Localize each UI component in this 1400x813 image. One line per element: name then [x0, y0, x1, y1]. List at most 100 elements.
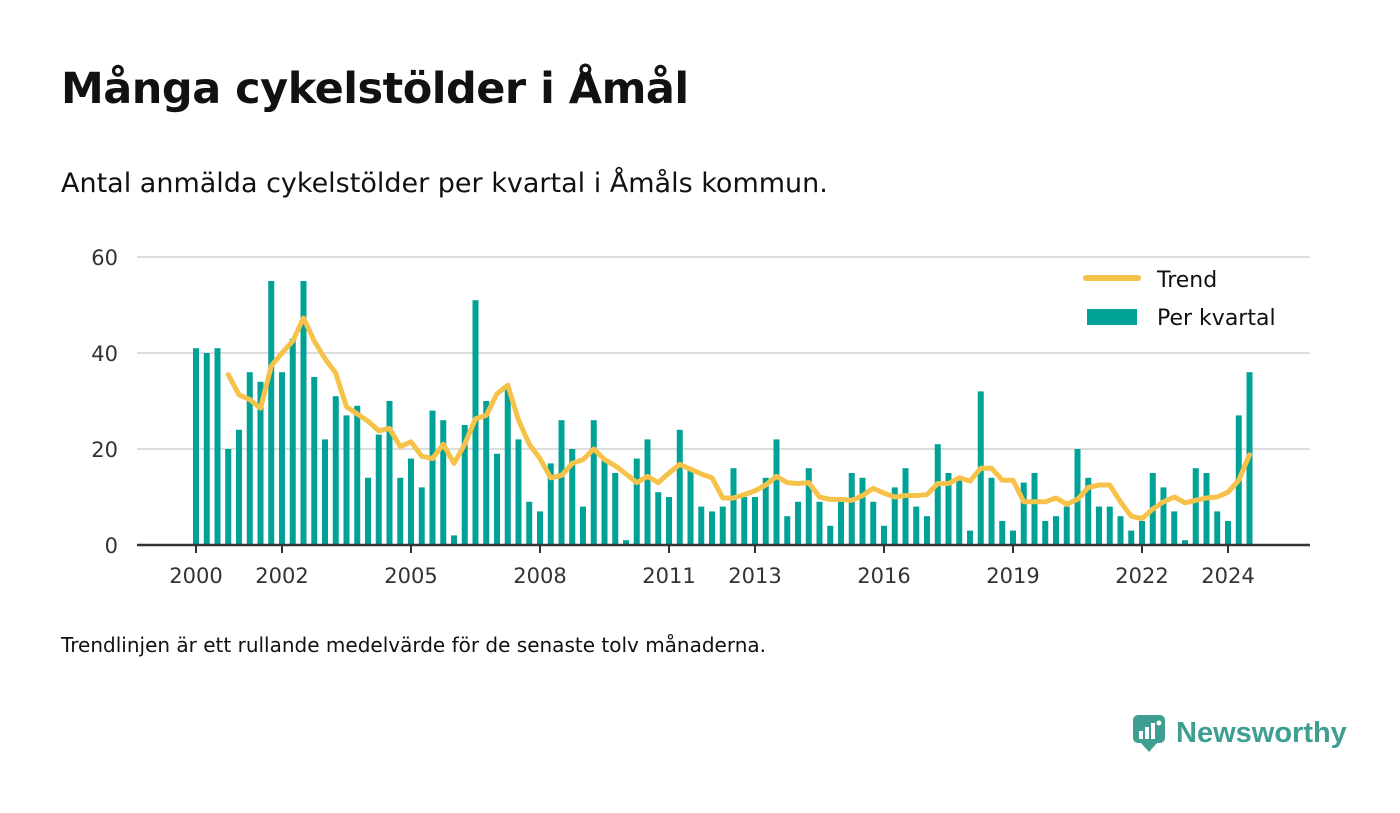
bar-57	[805, 468, 812, 545]
legend-bar-swatch	[1087, 309, 1137, 325]
bar-47	[698, 506, 705, 545]
x-tick-label-2005: 2005	[384, 564, 437, 588]
trend-line	[225, 315, 1252, 522]
y-axis-labels: 0 20 40 60	[91, 246, 118, 558]
bar-12	[322, 439, 328, 545]
y-tick-label-20: 20	[91, 438, 118, 462]
bar-58	[816, 501, 823, 545]
bar-45	[676, 429, 683, 545]
bar-38	[601, 458, 608, 545]
chart-title: Många cykelstölder i Åmål	[61, 64, 689, 114]
bar-86	[1117, 516, 1124, 545]
bar-37	[590, 420, 597, 545]
bar-71	[956, 477, 963, 545]
legend-background	[1075, 259, 1295, 339]
x-tick-label-2024: 2024	[1201, 564, 1254, 588]
bar-64	[881, 525, 887, 545]
x-tick-label-2002: 2002	[255, 564, 308, 588]
chart-subtitle: Antal anmälda cykelstölder per kvartal i…	[61, 168, 828, 199]
gridlines	[137, 256, 1310, 450]
bar-60	[838, 501, 844, 545]
bar-81	[1063, 506, 1070, 545]
bar-11	[311, 377, 318, 545]
bar-85	[1106, 506, 1113, 545]
chart-area: 0 20 40 60 2000 2002 2005 2008 2011 2013 2016 2019…	[91, 246, 1310, 588]
x-tick-label-2008: 2008	[513, 564, 566, 588]
bar-52	[752, 497, 758, 545]
bar-61	[848, 473, 855, 545]
bar-95	[1214, 511, 1221, 545]
bar-84	[1096, 506, 1102, 545]
bar-72	[967, 530, 973, 545]
bar-16	[365, 477, 371, 545]
bar-6	[257, 381, 264, 545]
bar-21	[418, 487, 425, 545]
y-tick-label-0: 0	[105, 534, 118, 558]
bar-66	[902, 468, 909, 545]
bar-46	[687, 468, 694, 545]
bar-19	[397, 477, 404, 545]
bar-24	[451, 535, 457, 545]
bar-88	[1139, 521, 1145, 545]
bar-8	[279, 372, 285, 545]
bar-87	[1128, 530, 1135, 545]
bar-22	[429, 410, 436, 545]
bar-94	[1203, 473, 1210, 545]
bar-55	[784, 516, 791, 545]
bar-28	[494, 453, 500, 545]
bar-67	[913, 506, 920, 545]
bar-3	[225, 449, 232, 545]
bar-75	[999, 521, 1006, 545]
footnote: Trendlinjen är ett rullande medelvärde f…	[61, 633, 767, 657]
bar-23	[440, 420, 447, 545]
bar-5	[246, 372, 253, 545]
y-tick-label-40: 40	[91, 342, 118, 366]
bar-77	[1020, 482, 1027, 545]
bar-56	[795, 501, 801, 545]
bar-65	[891, 487, 898, 545]
x-tick-label-2013: 2013	[728, 564, 781, 588]
bar-7	[268, 281, 275, 545]
x-tick-label-2022: 2022	[1115, 564, 1168, 588]
bar-43	[655, 492, 662, 545]
bar-74	[988, 477, 995, 545]
bar-54	[773, 439, 780, 545]
bar-9	[289, 338, 296, 545]
bar-68	[924, 516, 930, 545]
bar-92	[1182, 540, 1188, 545]
bar-34	[558, 420, 565, 545]
x-axis-labels: 2000 2002 2005 2008 2011 2013 2016 2019 2022 2024	[169, 564, 1254, 588]
bar-59	[827, 525, 834, 545]
bar-41	[633, 458, 640, 545]
bar-2	[214, 348, 221, 545]
bar-80	[1053, 516, 1059, 545]
bar-4	[236, 429, 242, 545]
bar-31	[526, 501, 533, 545]
trend-series	[225, 315, 1252, 522]
newsworthy-logo-icon	[1133, 715, 1165, 752]
legend: Trend Per kvartal	[1075, 259, 1295, 339]
bar-32	[537, 511, 543, 545]
bar-18	[386, 401, 393, 545]
bar-90	[1160, 487, 1167, 545]
bar-62	[859, 477, 866, 545]
x-tick-label-2016: 2016	[857, 564, 910, 588]
bar-27	[483, 401, 490, 545]
bar-83	[1085, 477, 1092, 545]
bar-15	[354, 405, 361, 545]
bar-44	[666, 497, 672, 545]
bar-49	[719, 506, 726, 545]
bar-25	[461, 425, 468, 545]
newsworthy-logo[interactable]: Newsworthy	[1132, 711, 1347, 755]
x-axis	[137, 543, 1310, 553]
bar-63	[870, 501, 877, 545]
bar-1	[203, 353, 210, 545]
bar-36	[580, 506, 586, 545]
bar-96	[1225, 521, 1231, 545]
legend-bar-label: Per kvartal	[1157, 306, 1276, 331]
x-tick-label-2000: 2000	[169, 564, 222, 588]
bar-14	[343, 415, 350, 545]
bar-69	[934, 444, 941, 545]
bar-76	[1010, 530, 1016, 545]
bar-51	[741, 497, 748, 545]
